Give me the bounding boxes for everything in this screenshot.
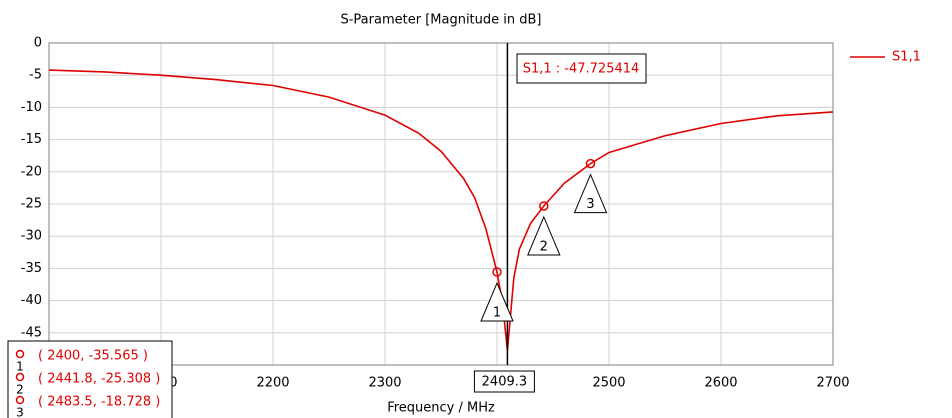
marker-table-id: 3 <box>16 406 24 418</box>
marker-point <box>539 201 549 211</box>
marker-icon <box>15 395 25 405</box>
y-tick-label: -20 <box>21 164 42 179</box>
y-tick-label: -40 <box>21 293 42 308</box>
marker-table <box>7 340 173 418</box>
marker-table-label: ( 2483.5, -18.728 ) <box>38 395 160 410</box>
y-tick-label: -30 <box>21 229 42 244</box>
marker-icon <box>15 372 25 382</box>
x-tick-label: 2200 <box>256 376 289 391</box>
marker-table-id: 2 <box>16 383 24 397</box>
y-tick-label: -45 <box>21 325 42 340</box>
y-tick-label: -35 <box>21 261 42 276</box>
y-tick-label: -25 <box>21 197 42 212</box>
series-line <box>49 69 833 351</box>
x-axis-label: Frequency / MHz <box>387 401 495 416</box>
marker-table-label: ( 2400, -35.565 ) <box>38 349 148 364</box>
marker-table-id: 1 <box>16 360 24 374</box>
x-tick-label: 2500 <box>592 376 625 391</box>
marker-flag <box>527 215 561 256</box>
plot-border <box>48 42 834 366</box>
cursor-readout-box <box>516 53 647 84</box>
marker-flag <box>480 281 514 322</box>
marker-id: 3 <box>586 197 594 212</box>
cursor-x-box <box>473 370 535 393</box>
marker-icon <box>15 349 25 359</box>
marker-id: 2 <box>540 239 548 254</box>
x-tick-label: 2300 <box>368 376 401 391</box>
y-tick-label: -15 <box>21 132 42 147</box>
marker-point <box>492 267 502 277</box>
y-tick-label: -10 <box>21 100 42 115</box>
chart-title: S-Parameter [Magnitude in dB] <box>340 13 541 28</box>
y-tick-label: 0 <box>34 36 42 51</box>
cursor-x-label: 2409.3 <box>482 375 528 390</box>
legend-label: S1,1 <box>892 50 921 65</box>
x-tick-label: 2600 <box>704 376 737 391</box>
marker-id: 1 <box>493 306 501 321</box>
marker-point <box>585 158 596 169</box>
marker-table-label: ( 2441.8, -25.308 ) <box>38 372 160 387</box>
cursor-readout: S1,1 : -47.725414 <box>523 62 640 77</box>
y-tick-label: -5 <box>29 68 42 83</box>
marker-flag <box>573 173 608 214</box>
x-tick-label: 2700 <box>816 376 849 391</box>
